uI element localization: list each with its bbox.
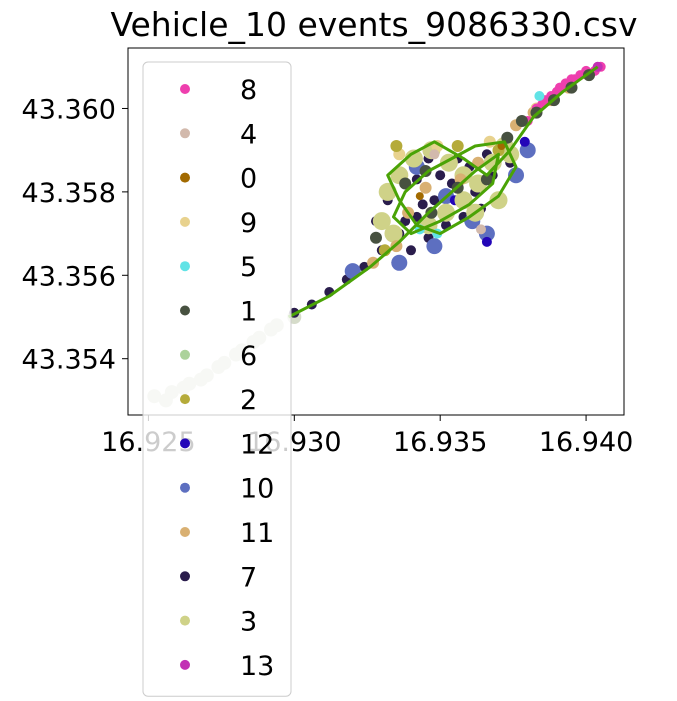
data-point	[534, 91, 545, 101]
legend-item: 13	[180, 651, 274, 682]
data-point	[370, 231, 382, 244]
y-tick-label: 43.354	[22, 345, 116, 376]
legend-item: 6	[180, 341, 257, 372]
legend-marker	[180, 659, 190, 670]
legend-item: 0	[180, 164, 257, 195]
x-tick-label: 16.940	[539, 427, 633, 458]
data-point	[426, 238, 443, 255]
data-point	[390, 140, 403, 152]
data-point	[437, 203, 455, 222]
legend-label: 3	[240, 607, 257, 638]
data-point	[399, 177, 412, 190]
legend-label: 7	[240, 562, 257, 593]
data-point	[384, 224, 403, 243]
legend-marker	[180, 172, 190, 183]
track-line	[287, 65, 599, 319]
data-point	[451, 140, 464, 152]
legend-marker	[180, 261, 190, 272]
series-4	[429, 149, 486, 235]
legend-item: 5	[180, 252, 257, 283]
data-point	[425, 206, 438, 219]
data-point	[515, 115, 528, 127]
data-point	[476, 224, 486, 235]
data-point	[489, 191, 508, 210]
legend: 8 4 0 9 5 1 6 2 12 10 11 7 3 13	[142, 61, 292, 697]
legend-item: 12	[180, 429, 274, 460]
legend-label: 4	[240, 119, 257, 150]
data-point	[391, 254, 408, 271]
data-point	[415, 192, 424, 201]
data-point	[417, 199, 428, 210]
plot-frame	[127, 47, 625, 416]
data-point	[435, 170, 446, 181]
data-point	[406, 245, 416, 256]
legend-label: 1	[240, 297, 257, 328]
legend-marker	[180, 349, 190, 360]
y-tick-label: 43.356	[22, 261, 116, 292]
legend-item: 7	[180, 562, 257, 593]
legend-marker	[180, 216, 190, 227]
data-point	[429, 195, 440, 206]
legend-marker	[180, 305, 190, 316]
legend-marker	[180, 527, 190, 537]
legend-marker	[180, 394, 190, 405]
data-point	[419, 181, 432, 194]
legend-label: 2	[240, 385, 257, 416]
legend-item: 1	[180, 297, 257, 328]
y-tick-label: 43.358	[22, 178, 116, 209]
data-point	[554, 82, 565, 93]
legend-marker	[180, 571, 190, 582]
legend-item: 3	[180, 607, 257, 638]
legend-marker	[180, 615, 190, 626]
legend-label: 12	[240, 429, 274, 460]
legend-marker	[180, 84, 190, 94]
legend-marker	[180, 128, 190, 139]
legend-label: 8	[240, 75, 257, 106]
y-axis: 43.354 43.356 43.358 43.360	[22, 94, 128, 376]
data-point	[481, 236, 492, 247]
legend-label: 13	[240, 651, 274, 682]
data-point	[429, 149, 440, 160]
legend-label: 6	[240, 341, 257, 372]
data-point	[419, 165, 432, 177]
x-tick-label: 16.935	[393, 427, 487, 458]
legend-label: 9	[240, 208, 257, 239]
legend-item: 4	[180, 119, 257, 150]
chart-title: Vehicle_10 events_9086330.csv	[110, 5, 637, 44]
legend-marker	[180, 482, 190, 493]
legend-label: 10	[240, 474, 274, 505]
legend-box	[142, 61, 292, 697]
legend-label: 5	[240, 252, 257, 283]
data-point	[372, 212, 391, 231]
legend-item: 9	[180, 208, 257, 239]
legend-item: 11	[180, 518, 274, 549]
legend-marker	[180, 438, 190, 449]
data-point	[480, 173, 493, 186]
y-tick-label: 43.360	[22, 94, 116, 125]
data-point	[519, 136, 530, 147]
legend-item: 8	[180, 75, 257, 106]
legend-label: 0	[240, 164, 257, 195]
legend-label: 11	[240, 518, 274, 549]
legend-item: 2	[180, 385, 257, 416]
legend-item: 10	[180, 474, 274, 505]
series-0	[415, 142, 506, 201]
